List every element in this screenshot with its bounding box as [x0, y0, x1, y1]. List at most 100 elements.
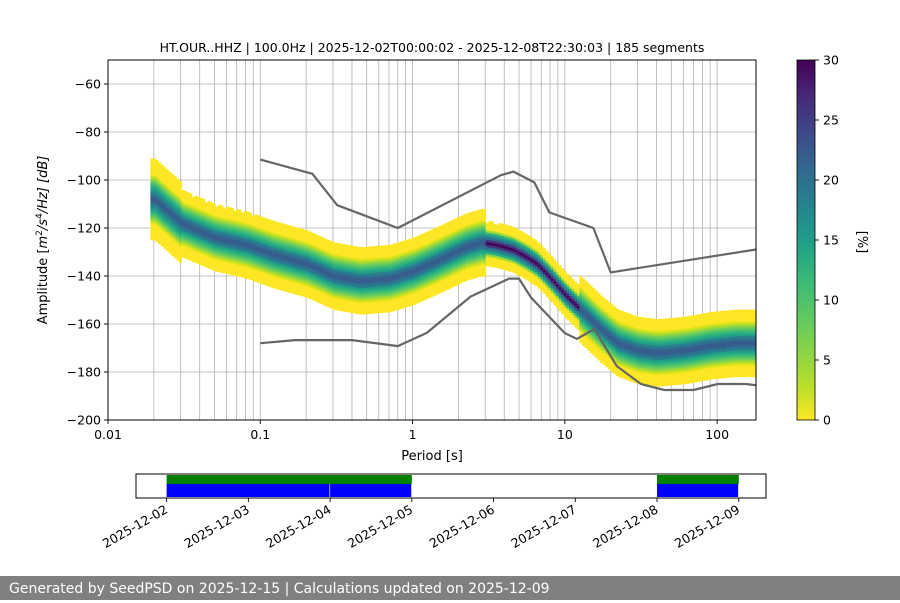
heatmap-cell: [374, 258, 377, 261]
heatmap-cell: [176, 188, 179, 191]
heatmap-cell: [322, 247, 325, 250]
heatmap-cell: [291, 241, 294, 244]
heatmap-cell: [176, 243, 179, 246]
heatmap-cell: [478, 222, 481, 225]
heatmap-cell: [600, 327, 603, 330]
heatmap-cell: [611, 328, 614, 331]
heatmap-cell: [533, 260, 536, 263]
heatmap-cell: [270, 220, 273, 223]
heatmap-cell: [273, 245, 276, 248]
heatmap-cell: [223, 242, 226, 245]
heatmap-cell: [176, 217, 179, 220]
heatmap-cell: [478, 241, 481, 244]
heatmap-cell: [161, 218, 164, 221]
heatmap-cell: [187, 245, 190, 248]
heatmap-cell: [566, 293, 569, 296]
heatmap-cell: [338, 294, 341, 297]
heatmap-cell: [605, 355, 608, 358]
heatmap-cell: [540, 250, 543, 253]
heatmap-cell: [267, 245, 270, 248]
heatmap-cell: [494, 227, 497, 230]
heatmap-cell: [400, 282, 403, 285]
heatmap-cell: [374, 268, 377, 271]
heatmap-cell: [551, 281, 554, 284]
heatmap-cell: [598, 319, 601, 322]
heatmap-cell: [265, 242, 268, 245]
heatmap-cell: [213, 227, 216, 230]
heatmap-cell: [470, 229, 473, 232]
heatmap-cell: [543, 270, 546, 273]
heatmap-cell: [187, 209, 190, 212]
heatmap-cell: [587, 290, 590, 293]
heatmap-cell: [176, 210, 179, 213]
heatmap-cell: [361, 293, 364, 296]
heatmap-cell: [161, 189, 164, 192]
heatmap-cell: [629, 321, 632, 324]
heatmap-cell: [481, 274, 484, 277]
heatmap-cell: [579, 326, 582, 329]
heatmap-cell: [293, 289, 296, 292]
heatmap-cell: [161, 225, 164, 228]
heatmap-cell: [392, 294, 395, 297]
heatmap-cell: [457, 244, 460, 247]
heatmap-cell: [153, 173, 156, 176]
heatmap-cell: [436, 270, 439, 273]
heatmap-cell: [348, 284, 351, 287]
heatmap-cell: [280, 262, 283, 265]
heatmap-cell: [387, 305, 390, 308]
heatmap-cell: [218, 214, 221, 217]
heatmap-cell: [153, 161, 156, 164]
heatmap-cell: [546, 275, 549, 278]
heatmap-cell: [488, 243, 491, 246]
heatmap-cell: [522, 268, 525, 271]
heatmap-cell: [595, 351, 598, 354]
heatmap-cell: [195, 222, 198, 225]
heatmap-cell: [455, 257, 458, 260]
heatmap-cell: [260, 248, 263, 251]
heatmap-cell: [208, 240, 211, 243]
heatmap-cell: [317, 288, 320, 291]
heatmap-cell: [392, 261, 395, 264]
heatmap-cell: [546, 280, 549, 283]
heatmap-cell: [374, 263, 377, 266]
heatmap-cell: [195, 246, 198, 249]
heatmap-cell: [369, 266, 372, 269]
heatmap-cell: [559, 309, 562, 312]
heatmap-cell: [280, 252, 283, 255]
heatmap-cell: [299, 231, 302, 234]
heatmap-cell: [158, 191, 161, 194]
heatmap-cell: [527, 243, 530, 246]
heatmap-cell: [184, 196, 187, 199]
heatmap-cell: [626, 332, 629, 335]
heatmap-cell: [429, 262, 432, 265]
heatmap-cell: [374, 306, 377, 309]
heatmap-cell: [449, 247, 452, 250]
heatmap-cell: [205, 262, 208, 265]
heatmap-cell: [413, 254, 416, 257]
heatmap-cell: [507, 259, 510, 262]
heatmap-cell: [182, 231, 185, 234]
heatmap-cell: [283, 257, 286, 260]
heatmap-cell: [195, 227, 198, 230]
heatmap-cell: [254, 231, 257, 234]
heatmap-cell: [213, 244, 216, 247]
heatmap-cell: [585, 283, 588, 286]
heatmap-cell: [327, 290, 330, 293]
heatmap-cell: [192, 255, 195, 258]
heatmap-cell: [621, 323, 624, 326]
heatmap-cell: [395, 269, 398, 272]
heatmap-cell: [377, 272, 380, 275]
heatmap-cell: [153, 204, 156, 207]
heatmap-cell: [390, 273, 393, 276]
heatmap-cell: [535, 257, 538, 260]
heatmap-cell: [187, 243, 190, 246]
heatmap-cell: [280, 269, 283, 272]
heatmap-cell: [535, 262, 538, 265]
heatmap-cell: [429, 269, 432, 272]
heatmap-cell: [449, 235, 452, 238]
heatmap-cell: [457, 251, 460, 254]
heatmap-cell: [605, 300, 608, 303]
heatmap-cell: [301, 270, 304, 273]
heatmap-cell: [460, 257, 463, 260]
heatmap-cell: [470, 214, 473, 217]
